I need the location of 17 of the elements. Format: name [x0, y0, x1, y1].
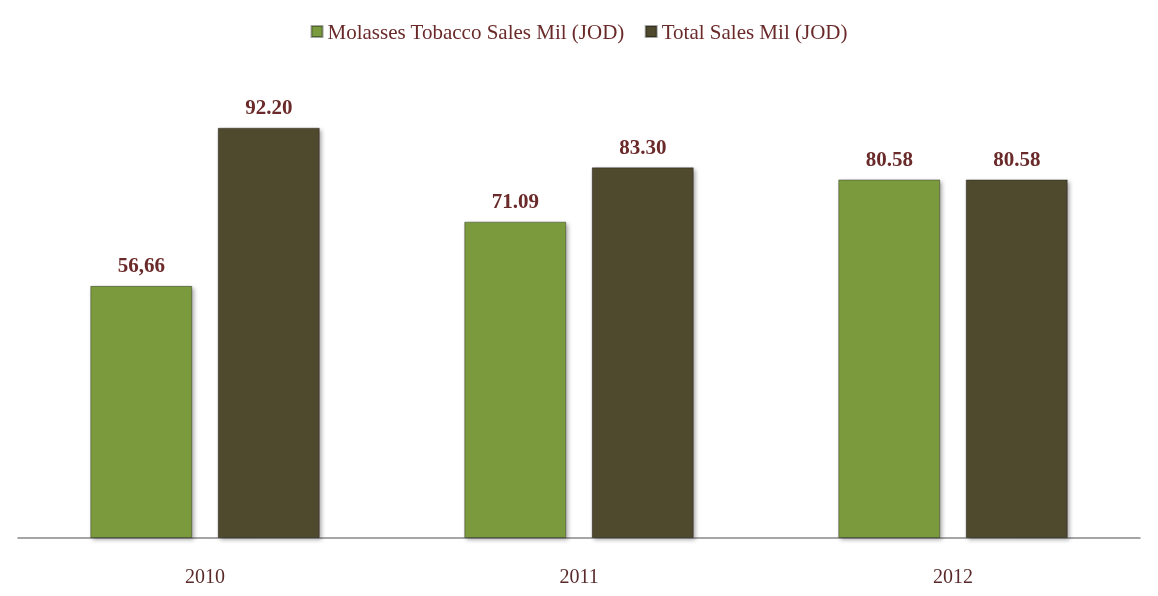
- data-label: 80.58: [865, 146, 913, 171]
- data-label: 83.30: [619, 134, 667, 159]
- bar: [965, 179, 1068, 538]
- legend-label: Total Sales Mil (JOD): [661, 19, 848, 44]
- x-tick-label: 2010: [185, 565, 225, 587]
- bar: [838, 179, 941, 538]
- x-tick-label: 2011: [559, 565, 599, 587]
- bar: [464, 221, 567, 538]
- x-tick-label: 2012: [933, 565, 973, 587]
- data-label: 92.20: [245, 95, 293, 120]
- bar: [591, 167, 694, 538]
- data-label: 56,66: [117, 253, 165, 278]
- bar: [217, 127, 320, 538]
- legend-label: Molasses Tobacco Sales Mil (JOD): [327, 19, 625, 44]
- bar: [90, 285, 193, 538]
- data-label: 71.09: [491, 189, 539, 214]
- data-label: 80.58: [993, 146, 1041, 171]
